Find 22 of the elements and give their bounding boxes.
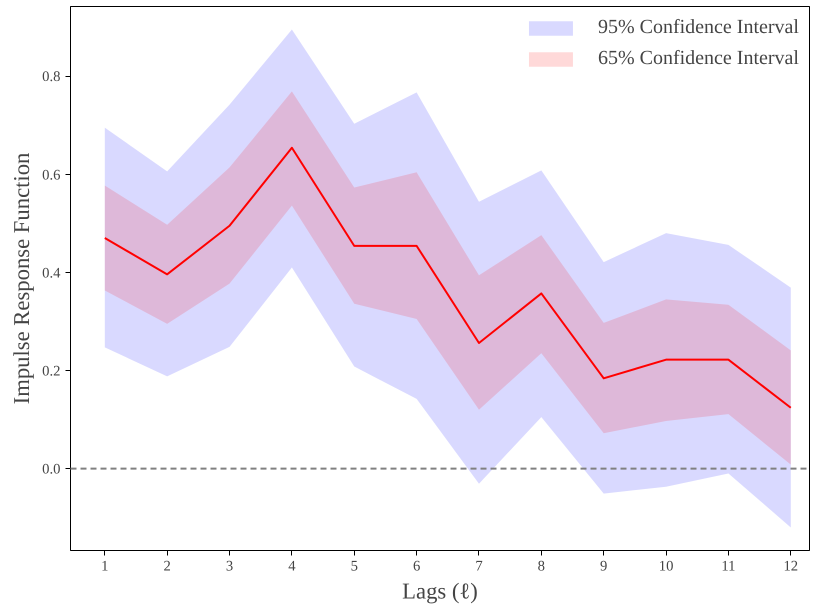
line-series (104, 146, 792, 409)
y-axis-title: Impulse Response Function (9, 152, 34, 404)
x-tick-label: 10 (658, 558, 674, 574)
legend-label: 95% Confidence Interval (598, 16, 799, 39)
x-tick-label: 2 (164, 558, 171, 574)
x-tick-label: 6 (412, 558, 420, 574)
y-tick-label: 0.4 (42, 265, 62, 282)
x-tick-label: 4 (288, 558, 296, 574)
x-tick-label: 8 (538, 558, 546, 574)
x-tick-label: 7 (475, 558, 483, 574)
y-tick-label: 0.0 (42, 462, 61, 478)
x-tick-label: 3 (226, 558, 234, 574)
y-tick-label: 0.6 (42, 167, 61, 184)
x-tick-label: 12 (783, 558, 798, 574)
y-tick-label: 0.8 (42, 69, 61, 86)
legend-label: 65% Confidence Interval (598, 47, 799, 70)
x-tick-label: 9 (600, 558, 608, 574)
y-tick-label: 0.2 (42, 363, 61, 380)
x-tick-label: 11 (721, 558, 736, 574)
x-tick-label: 5 (350, 558, 358, 574)
x-tick-label: 1 (101, 558, 108, 574)
x-axis-title: Lags (ℓ) (402, 578, 478, 604)
